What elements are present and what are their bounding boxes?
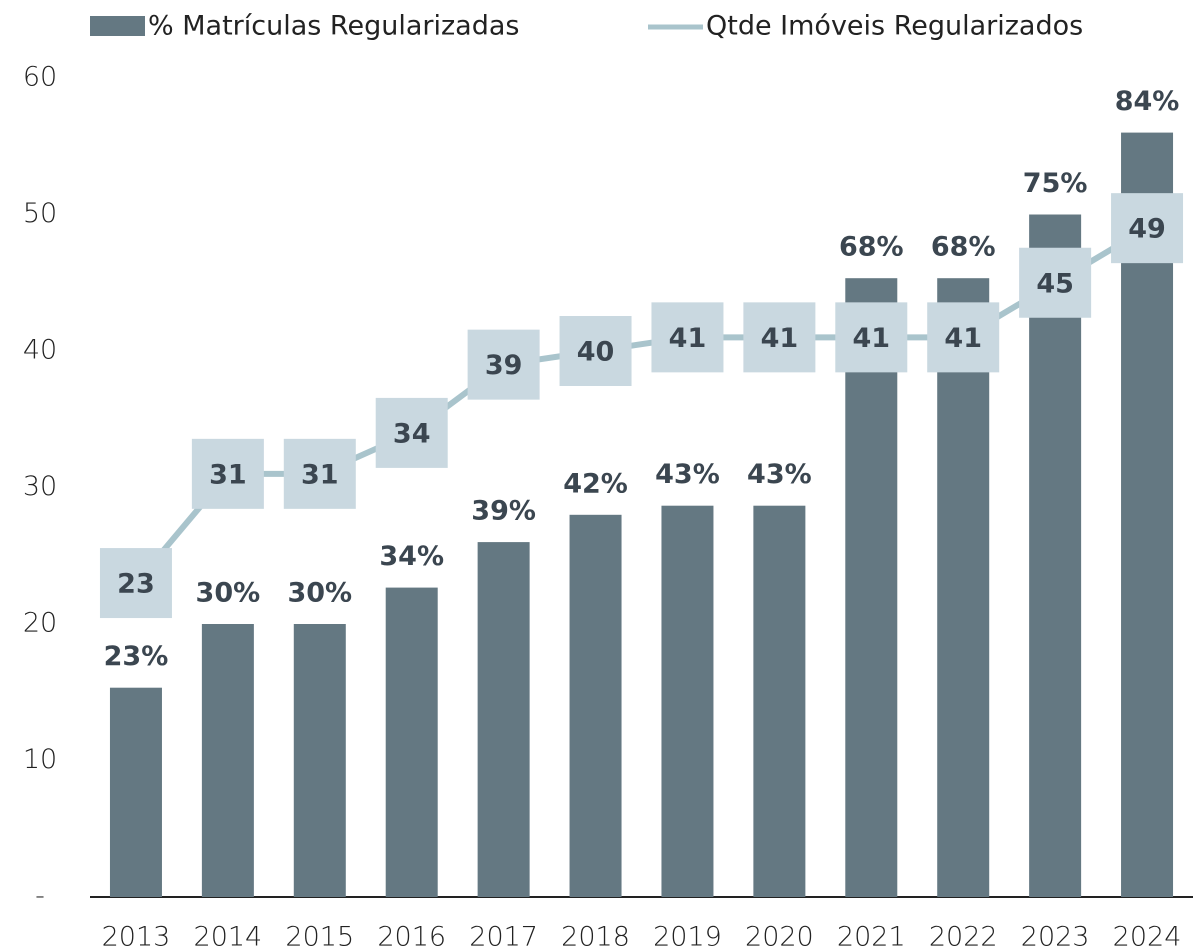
- legend-label: % Matrículas Regularizadas: [148, 11, 519, 42]
- y-tick-label: 10: [23, 744, 57, 775]
- line-point: [1019, 247, 1092, 318]
- x-tick-label: 2017: [469, 922, 538, 950]
- bar: [385, 587, 438, 897]
- line-point: [743, 302, 816, 373]
- bar: [1029, 214, 1082, 897]
- line-value-label: 41: [853, 323, 891, 354]
- y-tick-label: 20: [23, 608, 57, 639]
- line-value-label: 45: [1036, 268, 1074, 299]
- x-tick-label: 2018: [561, 922, 630, 950]
- bar: [109, 687, 162, 897]
- line-value-label: 41: [761, 323, 799, 354]
- bar-value-label: 75%: [1023, 168, 1088, 199]
- line-point: [467, 329, 540, 400]
- x-tick-label: 2019: [653, 922, 722, 950]
- line-value-label: 40: [577, 337, 615, 368]
- x-tick-label: 2023: [1021, 922, 1090, 950]
- line-value-label: 41: [669, 323, 707, 354]
- bar-value-label: 84%: [1115, 86, 1180, 117]
- bar-value-label: 39%: [471, 496, 536, 527]
- line-point: [835, 302, 908, 373]
- line-value-label: 49: [1128, 214, 1166, 245]
- line-value-label: 41: [944, 323, 982, 354]
- bar: [201, 624, 254, 897]
- line-value-label: 34: [393, 418, 431, 449]
- line-point: [283, 438, 356, 509]
- bar-value-label: 34%: [379, 541, 444, 572]
- bar: [937, 278, 990, 897]
- y-tick-label: 40: [23, 335, 57, 366]
- bar: [293, 624, 346, 897]
- line-point: [1111, 193, 1184, 264]
- bar: [661, 505, 714, 897]
- line-value-label: 23: [117, 569, 155, 600]
- line-value-label: 31: [209, 459, 247, 490]
- bar: [569, 514, 622, 897]
- x-tick-label: 2014: [194, 922, 263, 950]
- bar-value-label: 23%: [104, 641, 169, 672]
- line-point: [927, 302, 1000, 373]
- line-point: [559, 316, 632, 386]
- y-tick-label: 30: [23, 471, 57, 502]
- line-value-label: 31: [301, 459, 339, 490]
- line-point: [375, 397, 448, 468]
- bar-value-label: 68%: [839, 232, 904, 263]
- bar-value-label: 30%: [196, 578, 261, 609]
- x-tick-label: 2022: [929, 922, 998, 950]
- bar-value-label: 42%: [563, 468, 628, 499]
- y-tick-label: -: [35, 881, 45, 912]
- y-tick-label: 50: [23, 198, 57, 229]
- bar: [845, 278, 898, 897]
- bar: [477, 542, 530, 897]
- line: [133, 225, 1149, 585]
- x-tick-label: 2013: [102, 922, 171, 950]
- x-tick-label: 2015: [285, 922, 354, 950]
- x-tick-label: 2016: [377, 922, 446, 950]
- x-tick-label: 2024: [1113, 922, 1182, 950]
- legend-swatch: [90, 16, 145, 36]
- bar-value-label: 43%: [747, 459, 812, 490]
- line-point: [191, 438, 264, 509]
- legend-label: Qtde Imóveis Regularizados: [706, 11, 1083, 42]
- line-point: [99, 548, 172, 619]
- x-tick-label: 2021: [837, 922, 906, 950]
- y-tick-label: 60: [23, 62, 57, 93]
- line-value-label: 39: [485, 350, 523, 381]
- bar-value-label: 43%: [655, 459, 720, 490]
- line-point: [651, 302, 724, 373]
- bar: [753, 505, 806, 897]
- x-tick-label: 2020: [745, 922, 814, 950]
- bar-value-label: 30%: [287, 578, 352, 609]
- bar-value-label: 68%: [931, 232, 996, 263]
